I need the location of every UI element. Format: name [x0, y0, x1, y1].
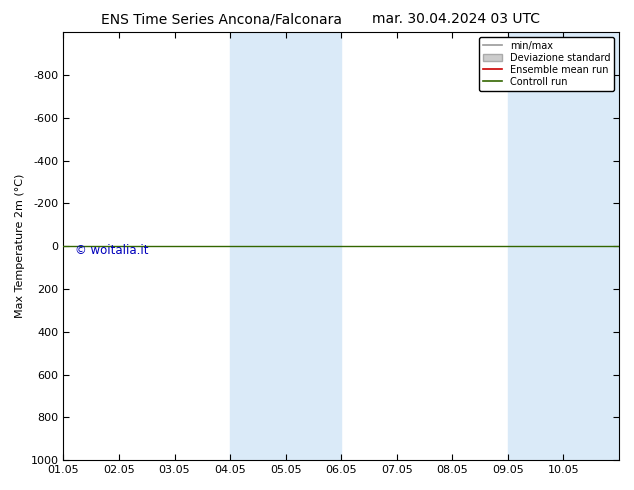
Bar	[230, 32, 341, 460]
Bar	[508, 32, 619, 460]
Legend: min/max, Deviazione standard, Ensemble mean run, Controll run: min/max, Deviazione standard, Ensemble m…	[479, 37, 614, 91]
Text: ENS Time Series Ancona/Falconara: ENS Time Series Ancona/Falconara	[101, 12, 342, 26]
Y-axis label: Max Temperature 2m (°C): Max Temperature 2m (°C)	[15, 174, 25, 318]
Text: © woitalia.it: © woitalia.it	[75, 244, 148, 257]
Text: mar. 30.04.2024 03 UTC: mar. 30.04.2024 03 UTC	[373, 12, 540, 26]
